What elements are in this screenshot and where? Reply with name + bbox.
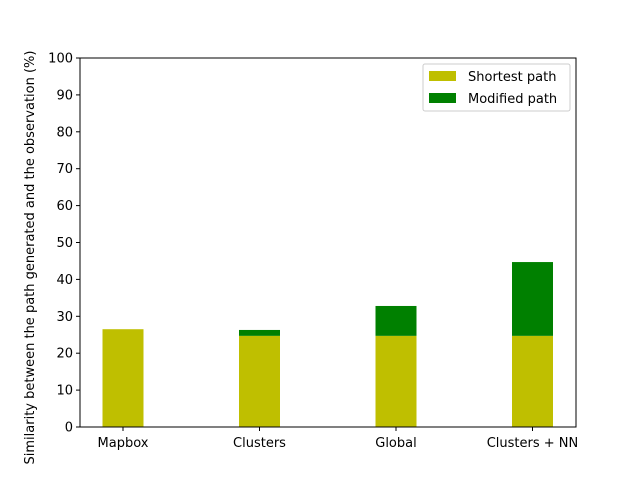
y-tick-label-70: 70 xyxy=(56,162,73,177)
x-tick-label-0: Mapbox xyxy=(98,436,149,451)
y-axis: 0 10 20 30 40 50 60 70 80 90 100 xyxy=(48,52,80,436)
bar-shortest-2 xyxy=(375,335,417,427)
y-tick-label-0: 0 xyxy=(65,421,73,436)
x-axis: Mapbox Clusters Global Clusters + NN xyxy=(98,427,579,451)
legend: Shortest path Modified path xyxy=(422,63,571,112)
x-tick-label-1: Clusters xyxy=(233,436,286,451)
legend-box xyxy=(422,63,571,112)
legend-label-1: Modified path xyxy=(468,92,557,107)
y-tick-label-20: 20 xyxy=(56,347,73,362)
y-tick-label-100: 100 xyxy=(48,52,73,67)
bar-modified-1 xyxy=(239,329,280,336)
y-axis-label: Similarity between the path generated an… xyxy=(23,51,38,465)
y-tick-label-40: 40 xyxy=(56,273,73,288)
plot-frame xyxy=(79,57,577,428)
y-tick-label-50: 50 xyxy=(56,236,73,251)
bar-shortest-3 xyxy=(512,335,553,427)
y-tick-label-30: 30 xyxy=(56,310,73,325)
bar-shortest-0 xyxy=(102,329,144,427)
y-tick-label-60: 60 xyxy=(56,199,73,214)
x-tick-label-2: Global xyxy=(375,436,416,451)
y-tick-label-10: 10 xyxy=(56,384,73,399)
y-tick-label-90: 90 xyxy=(56,88,73,103)
y-tick-label-80: 80 xyxy=(56,125,73,140)
bar-modified-3 xyxy=(512,262,553,336)
x-tick-label-3: Clusters + NN xyxy=(487,436,579,451)
bar-shortest-1 xyxy=(239,335,280,427)
legend-label-0: Shortest path xyxy=(468,70,556,85)
bar-modified-2 xyxy=(375,305,417,336)
legend-swatch-1 xyxy=(429,93,456,103)
bars-group xyxy=(102,262,553,427)
legend-swatch-0 xyxy=(429,71,456,81)
